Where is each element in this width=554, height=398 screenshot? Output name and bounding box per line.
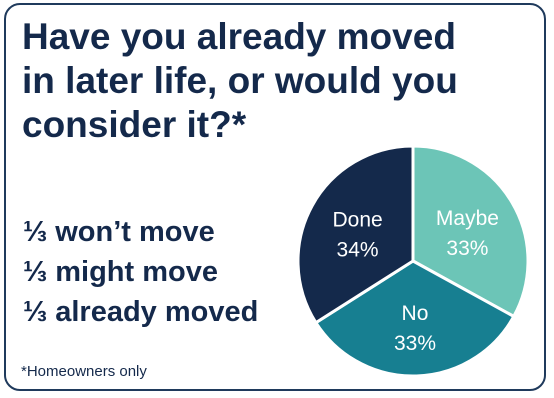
- pie-label-maybe: Maybe: [436, 207, 499, 230]
- page-title: Have you already moved in later life, or…: [22, 16, 458, 145]
- pie-slice-no: [313, 259, 516, 378]
- pie-label-no: No: [402, 302, 429, 325]
- pie-labels: Maybe 33% No 33% Done 34%: [332, 207, 498, 355]
- summary-line-already-moved: ⅓ already moved: [23, 296, 259, 328]
- pie-value-done: 34%: [337, 239, 379, 262]
- summary-list: ⅓ won’t move ⅓ might move ⅓ already move…: [23, 212, 258, 332]
- summary-line-wont-move: ⅓ won’t move: [23, 216, 215, 248]
- pie-slices: [296, 144, 530, 378]
- pie-value-no: 33%: [394, 332, 436, 355]
- pie-label-done: Done: [332, 209, 382, 232]
- pie-value-maybe: 33%: [446, 237, 488, 260]
- summary-line-might-move: ⅓ might move: [23, 256, 218, 288]
- footnote: *Homeowners only: [21, 363, 147, 380]
- pie-slice-done: [296, 144, 415, 325]
- pie-slice-maybe: [411, 144, 530, 319]
